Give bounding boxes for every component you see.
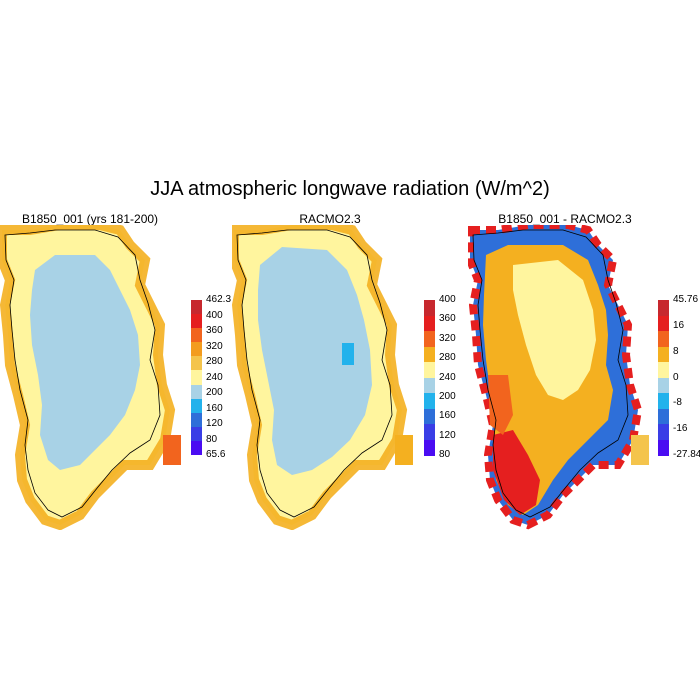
colorbar-swatch	[658, 300, 669, 316]
colorbar-swatch	[658, 331, 669, 347]
island-patch	[163, 435, 181, 465]
panel-title-racmo: RACMO2.3	[299, 212, 361, 226]
colorbar-swatch	[424, 439, 435, 456]
colorbar-label: 462.3	[206, 294, 232, 305]
colorbar-label: 280	[206, 356, 223, 367]
colorbar-swatch	[424, 424, 435, 440]
colorbar-label: 240	[439, 371, 456, 383]
colorbar-label: 160	[206, 402, 223, 414]
colorbar-label: -8	[673, 397, 682, 409]
colorbar-swatch	[658, 439, 669, 456]
colorbar-label: 200	[439, 390, 456, 402]
colorbar-label: -27.84	[673, 449, 700, 460]
figure-title: JJA atmospheric longwave radiation (W/m^…	[150, 178, 550, 200]
greenland-map-model	[0, 225, 181, 530]
map-panel-model	[0, 225, 185, 530]
colorbar-swatch	[658, 424, 669, 440]
colorbar-label: 120	[439, 429, 456, 441]
ice-interior	[513, 260, 596, 400]
colorbar-swatch	[424, 346, 435, 363]
colorbar-label: 360	[206, 325, 223, 336]
colorbar-swatch	[424, 393, 435, 409]
panel-title-model: B1850_001 (yrs 181-200)	[21, 212, 159, 226]
greenland-map-difference	[468, 225, 649, 530]
coastline	[4, 229, 161, 518]
colorbar-swatch	[191, 314, 202, 329]
panel-title-difference: B1850_001 - RACMO2.3	[498, 212, 632, 226]
colorbar-swatch	[191, 356, 202, 371]
map-panel-difference	[468, 225, 653, 530]
colorbar-swatch	[424, 362, 435, 378]
island-patch	[395, 435, 413, 465]
greenland-map-racmo	[232, 225, 413, 530]
colorbar-label: 80	[439, 449, 451, 460]
colorbar-label: 320	[206, 340, 223, 352]
colorbar-swatch	[191, 398, 202, 414]
colorbar-swatch	[191, 328, 202, 343]
colorbar-swatch	[191, 300, 202, 315]
colorbar-label: 45.76	[673, 294, 699, 305]
colorbar-swatch	[658, 362, 669, 378]
colorbar-label: 120	[206, 418, 223, 429]
colorbar-label: 65.6	[206, 449, 226, 460]
colorbar-swatch	[424, 315, 435, 332]
colorbar-label: 16	[673, 319, 685, 331]
colorbar-swatch	[424, 377, 435, 394]
colorbar-label: 8	[673, 345, 679, 357]
colorbar-swatch	[191, 412, 202, 428]
colorbar-label: 80	[206, 433, 218, 445]
blue-patch	[342, 343, 354, 365]
ice-interior	[30, 255, 140, 470]
map-panel-racmo	[232, 225, 417, 530]
colorbar-label: 160	[439, 410, 456, 422]
ice-interior	[258, 247, 372, 475]
colorbar-swatch	[658, 393, 669, 409]
colorbar-swatch	[191, 384, 202, 400]
colorbar-swatch	[658, 377, 669, 394]
coastline	[236, 229, 393, 518]
colorbar-swatch	[191, 440, 202, 456]
land-edge	[232, 225, 408, 530]
colorbar-swatch	[658, 346, 669, 363]
land-edge	[0, 225, 176, 530]
west-warm-area	[488, 375, 513, 435]
colorbar-label: 400	[206, 309, 223, 321]
colorbar-swatch	[191, 426, 202, 442]
south-warm-area	[493, 430, 540, 515]
island-patch	[631, 435, 649, 465]
colorbar-label: 400	[439, 294, 456, 305]
colorbar-label: 280	[439, 352, 456, 364]
colorbar-swatch	[191, 370, 202, 386]
colorbar-swatch	[658, 315, 669, 332]
colorbar-label: 0	[673, 371, 679, 383]
colorbar-swatch	[658, 408, 669, 425]
coastline	[472, 229, 629, 518]
colorbar-label: 240	[206, 371, 223, 383]
colorbar-label: 200	[206, 387, 223, 398]
colorbar-label: 320	[439, 332, 456, 344]
colorbar-swatch	[424, 300, 435, 316]
colorbar-swatch	[191, 342, 202, 357]
colorbar-swatch	[424, 408, 435, 425]
colorbar-label: 360	[439, 313, 456, 325]
colorbar-swatch	[424, 331, 435, 347]
colorbar-label: -16	[673, 423, 688, 435]
